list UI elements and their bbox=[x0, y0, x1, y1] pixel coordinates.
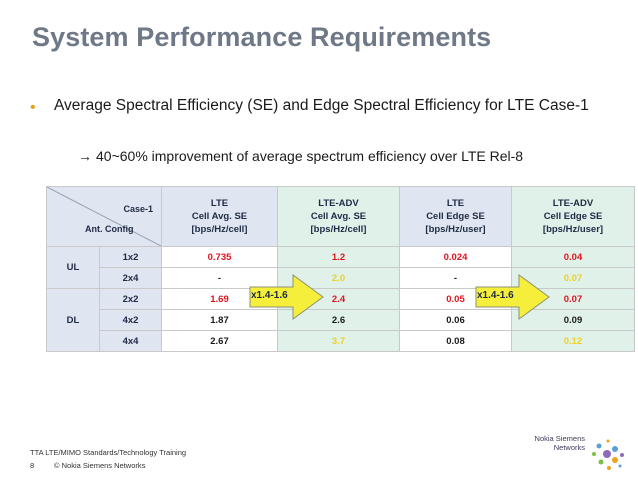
performance-table: Case-1 Ant. Config LTE Cell Avg. SE [bps… bbox=[46, 186, 635, 352]
arrow-right-icon: → bbox=[78, 148, 92, 164]
adv-edge-cell: 0.12 bbox=[511, 330, 635, 352]
callout-avg-arrow: x1.4-1.6 bbox=[249, 274, 325, 320]
callout-arrow-icon bbox=[475, 274, 550, 320]
header-line: Cell Edge SE bbox=[543, 211, 603, 222]
footer-copyright: © Nokia Siemens Networks bbox=[54, 461, 146, 470]
callout-arrow-icon bbox=[249, 274, 324, 320]
footer-line: 8 © Nokia Siemens Networks bbox=[30, 461, 145, 470]
page-number: 8 bbox=[30, 461, 35, 470]
header-line: Cell Edge SE bbox=[426, 211, 485, 222]
lte-avg-cell: - bbox=[161, 267, 278, 289]
lte-edge-cell: 0.06 bbox=[399, 309, 512, 331]
header-line: [bps/Hz/cell] bbox=[310, 224, 367, 235]
lte-edge-cell: 0.024 bbox=[399, 246, 512, 268]
lte-edge-cell: 0.08 bbox=[399, 330, 512, 352]
corner-ant-label: Ant. Config bbox=[85, 224, 134, 234]
callout-edge-arrow: x1.4-1.6 bbox=[475, 274, 551, 320]
header-line: Cell Avg. SE bbox=[310, 211, 367, 222]
corner-case-label: Case-1 bbox=[123, 204, 153, 214]
bullet-text: Average Spectral Efficiency (SE) and Edg… bbox=[54, 97, 589, 114]
logo-line: Networks bbox=[553, 443, 585, 452]
table-row: UL 1x2 0.735 1.2 0.024 0.04 bbox=[46, 246, 635, 289]
adv-avg-cell: 3.7 bbox=[277, 330, 400, 352]
config-cell: 2x2 bbox=[99, 288, 162, 310]
header-line: LTE-ADV bbox=[552, 198, 594, 209]
header-lte-avg: LTE Cell Avg. SE [bps/Hz/cell] bbox=[161, 186, 278, 247]
diagonal-divider-icon bbox=[47, 187, 161, 246]
callout-avg-label: x1.4-1.6 bbox=[251, 290, 288, 301]
sub-bullet: → 40~60% improvement of average spectrum … bbox=[78, 148, 523, 164]
logo-line: Nokia Siemens bbox=[534, 434, 585, 443]
header-line: LTE-ADV bbox=[318, 198, 359, 209]
group-ul: UL bbox=[46, 246, 100, 289]
header-line: [bps/Hz/user] bbox=[542, 224, 604, 235]
table-row: 4x4 2.67 3.7 0.08 0.12 bbox=[47, 330, 635, 352]
group-dl: DL bbox=[46, 288, 100, 352]
adv-avg-cell: 1.2 bbox=[277, 246, 400, 268]
table-corner-cell: Case-1 Ant. Config bbox=[46, 186, 162, 247]
adv-edge-cell: 0.04 bbox=[511, 246, 635, 268]
adv-edge-cell: 0.09 bbox=[511, 309, 635, 331]
lte-avg-cell: 0.735 bbox=[161, 246, 278, 268]
config-cell: 4x2 bbox=[99, 309, 162, 331]
nsn-logo: Nokia Siemens Networks bbox=[519, 432, 629, 476]
header-line: Cell Avg. SE bbox=[191, 211, 248, 222]
config-cell: 2x4 bbox=[99, 267, 162, 289]
sub-bullet-text: 40~60% improvement of average spectrum e… bbox=[96, 148, 524, 164]
header-line: [bps/Hz/user] bbox=[425, 224, 486, 235]
header-adv-edge: LTE-ADV Cell Edge SE [bps/Hz/user] bbox=[511, 186, 635, 247]
footer-training-title: TTA LTE/MIMO Standards/Technology Traini… bbox=[30, 448, 187, 457]
nsn-swirl-icon bbox=[592, 439, 624, 470]
lte-avg-cell: 2.67 bbox=[161, 330, 278, 352]
header-lte-edge: LTE Cell Edge SE [bps/Hz/user] bbox=[399, 186, 512, 247]
logo-text: Nokia Siemens Networks bbox=[519, 434, 585, 452]
header-line: LTE bbox=[446, 198, 465, 209]
header-line: [bps/Hz/cell] bbox=[191, 224, 248, 235]
lte-avg-cell: 1.69 bbox=[161, 288, 278, 310]
slide-title: System Performance Requirements bbox=[32, 22, 492, 52]
header-line: LTE bbox=[210, 198, 229, 209]
config-cell: 4x4 bbox=[99, 330, 162, 352]
table-header-row: Case-1 Ant. Config LTE Cell Avg. SE [bps… bbox=[46, 186, 635, 247]
adv-edge-cell: 0.07 bbox=[511, 267, 635, 289]
lte-avg-cell: 1.87 bbox=[161, 309, 278, 331]
callout-edge-label: x1.4-1.6 bbox=[477, 290, 514, 301]
header-adv-avg: LTE-ADV Cell Avg. SE [bps/Hz/cell] bbox=[277, 186, 400, 247]
bullet-icon: • bbox=[30, 99, 36, 116]
config-cell: 1x2 bbox=[99, 246, 162, 268]
